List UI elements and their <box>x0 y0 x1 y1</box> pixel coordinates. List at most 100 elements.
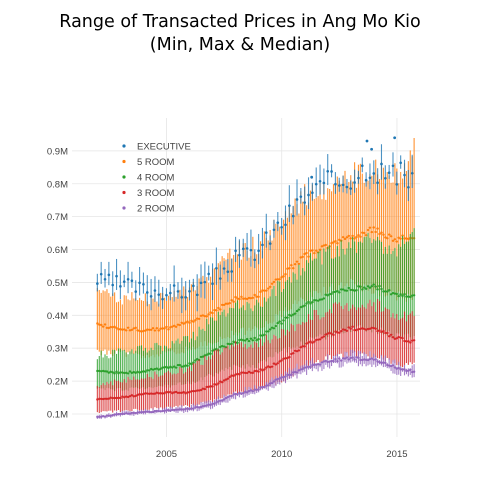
median-point <box>157 368 160 371</box>
median-point <box>195 357 199 361</box>
median-point <box>305 251 308 255</box>
executive-point <box>357 176 360 180</box>
median-point <box>357 285 360 288</box>
median-point <box>171 408 174 412</box>
median-point <box>132 327 136 330</box>
median-point <box>107 326 111 330</box>
median-point <box>144 370 147 373</box>
median-point <box>113 325 116 329</box>
median-point <box>126 326 130 329</box>
median-point <box>136 411 139 414</box>
median-point <box>364 328 368 331</box>
median-point <box>355 235 358 239</box>
median-point <box>186 364 189 367</box>
median-point <box>184 321 187 324</box>
median-point <box>349 327 352 330</box>
median-point <box>247 339 251 343</box>
median-point <box>276 321 280 325</box>
median-point <box>188 407 191 411</box>
median-point <box>188 362 191 365</box>
median-point <box>311 300 314 304</box>
median-point <box>174 408 178 411</box>
median-point <box>147 369 151 372</box>
median-point <box>291 313 295 316</box>
median-point <box>405 237 408 240</box>
median-point <box>336 242 339 245</box>
executive-point <box>130 279 134 283</box>
median-point <box>353 289 356 292</box>
median-point <box>99 370 103 373</box>
median-point <box>263 333 266 336</box>
median-point <box>205 315 208 318</box>
median-point <box>123 371 126 375</box>
median-point <box>301 255 304 259</box>
median-point <box>288 373 291 377</box>
median-point <box>121 328 124 331</box>
executive-point <box>195 293 199 297</box>
median-point <box>172 365 176 368</box>
median-point <box>153 409 157 413</box>
series-5-room <box>96 138 416 359</box>
median-point <box>163 392 166 395</box>
median-point <box>361 358 364 362</box>
median-point <box>324 333 328 336</box>
median-point <box>220 303 224 307</box>
executive-point <box>291 214 295 218</box>
median-point <box>105 414 109 417</box>
median-point <box>311 249 314 252</box>
executive-point <box>284 223 287 227</box>
median-point <box>401 368 404 371</box>
median-point <box>255 388 258 392</box>
median-point <box>105 397 109 401</box>
median-point <box>176 391 180 395</box>
median-point <box>261 334 264 337</box>
median-point <box>136 370 139 373</box>
executive-point <box>111 283 115 287</box>
executive-point <box>345 185 349 189</box>
median-point <box>182 390 185 394</box>
median-point <box>207 403 210 406</box>
median-point <box>155 391 159 394</box>
executive-point <box>165 293 168 297</box>
median-point <box>211 311 214 315</box>
median-point <box>128 329 132 332</box>
median-point <box>391 364 395 367</box>
median-point <box>249 371 253 375</box>
median-point <box>330 332 333 335</box>
median-point <box>242 391 245 395</box>
median-point <box>341 288 345 291</box>
median-point <box>215 347 218 351</box>
median-point <box>188 391 191 394</box>
median-point <box>361 327 364 330</box>
executive-point <box>241 247 245 251</box>
median-point <box>307 255 310 258</box>
median-point <box>228 342 232 346</box>
median-point <box>157 329 160 332</box>
median-point <box>257 388 260 391</box>
median-point <box>403 237 406 240</box>
median-point <box>240 371 243 374</box>
median-point <box>113 396 116 400</box>
median-point <box>224 396 228 400</box>
median-point <box>109 414 112 417</box>
median-point <box>386 363 389 367</box>
median-point <box>366 327 370 331</box>
median-point <box>272 380 276 383</box>
executive-point <box>103 277 107 281</box>
median-point <box>203 314 207 318</box>
chart-subtitle: (Min, Max & Median) <box>150 35 330 55</box>
median-point <box>399 336 402 339</box>
median-point <box>184 364 187 367</box>
median-point <box>374 230 377 234</box>
median-point <box>328 360 331 363</box>
median-point <box>368 327 372 331</box>
median-point <box>378 329 381 332</box>
median-point <box>315 249 318 252</box>
median-point <box>253 369 256 373</box>
median-point <box>186 320 189 323</box>
median-point <box>159 392 162 395</box>
median-point <box>255 338 258 342</box>
median-point <box>182 365 185 368</box>
median-point <box>178 363 182 367</box>
median-point <box>351 234 354 238</box>
